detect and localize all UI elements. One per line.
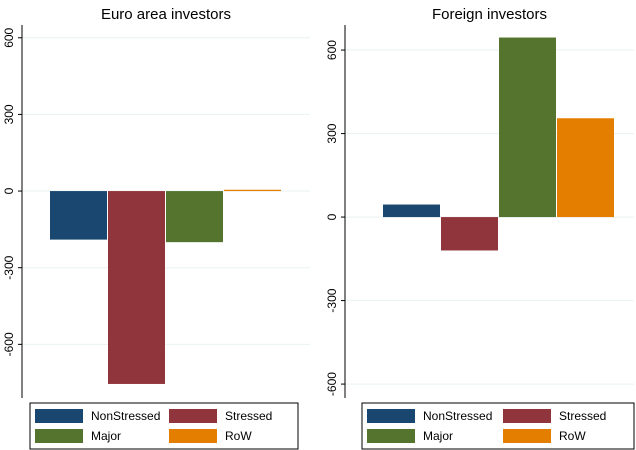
y-tick-label: 0 — [2, 187, 16, 194]
chart-title: Euro area investors — [101, 6, 231, 23]
y-tick-label: 300 — [325, 123, 339, 143]
bar — [557, 118, 614, 218]
y-tick-label: -600 — [325, 372, 339, 396]
y-tick-label: 600 — [2, 27, 16, 47]
chart-title: Foreign investors — [432, 6, 547, 23]
legend-label: Major — [91, 429, 121, 443]
legend-label: NonStressed — [423, 409, 492, 423]
y-tick-label: -600 — [2, 332, 16, 356]
y-tick-label: 0 — [325, 213, 339, 220]
y-tick-label: -300 — [325, 288, 339, 312]
bar — [383, 204, 440, 218]
legend-label: NonStressed — [91, 409, 160, 423]
legend-label: RoW — [225, 429, 252, 443]
legend-swatch — [367, 429, 415, 443]
bar — [50, 191, 107, 240]
legend-label: Stressed — [225, 409, 272, 423]
legend-swatch — [169, 429, 217, 443]
legend-swatch — [169, 409, 217, 423]
y-tick-label: 300 — [2, 104, 16, 124]
bar — [441, 217, 498, 251]
legend-label: Stressed — [559, 409, 606, 423]
legend-swatch — [503, 409, 551, 423]
bar — [224, 189, 281, 192]
legend-swatch — [35, 429, 83, 443]
legend-swatch — [503, 429, 551, 443]
y-tick-label: -300 — [2, 255, 16, 279]
legend-label: Major — [423, 429, 453, 443]
bar — [166, 191, 223, 243]
bar — [108, 191, 165, 384]
y-tick-label: 600 — [325, 40, 339, 60]
legend-label: RoW — [559, 429, 586, 443]
legend-swatch — [367, 409, 415, 423]
legend-swatch — [35, 409, 83, 423]
bar — [499, 37, 556, 218]
